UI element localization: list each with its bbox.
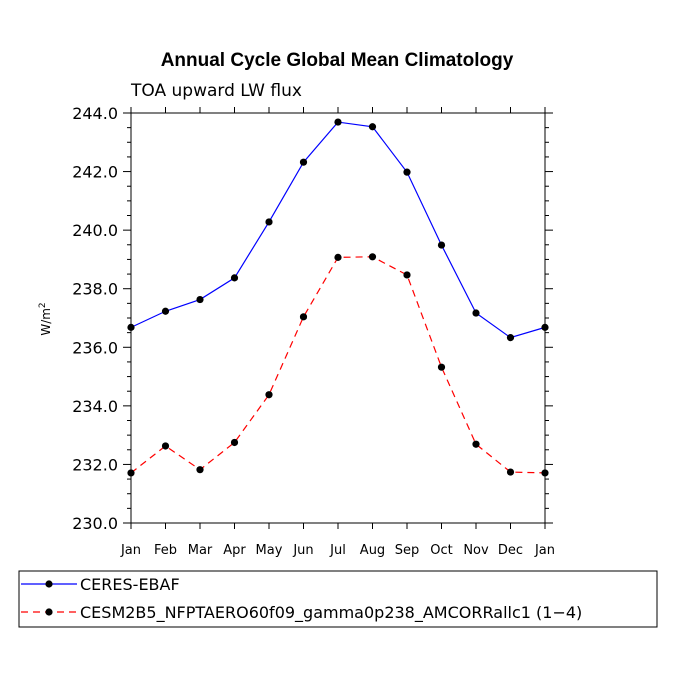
series-line-2 bbox=[130, 256, 546, 474]
series-2-point bbox=[230, 438, 239, 447]
series-1-point bbox=[299, 158, 308, 166]
y-axis-label-superscript: 2 bbox=[38, 302, 48, 308]
series-line-1 bbox=[130, 121, 546, 339]
series-1-point bbox=[541, 323, 549, 331]
series-2-point bbox=[403, 271, 411, 279]
series-2-point bbox=[437, 363, 446, 371]
y-tick-label: 232.0 bbox=[72, 455, 118, 474]
legend-label-2: CESM2B5_NFPTAERO60f09_gamma0p238_AMCORRa… bbox=[80, 603, 582, 623]
x-tick-label: Sep bbox=[395, 543, 420, 558]
series-2-point bbox=[541, 469, 549, 477]
legend-box bbox=[18, 570, 658, 628]
x-tick-label: Apr bbox=[223, 543, 246, 558]
series-2-point bbox=[265, 391, 273, 399]
series-2-point bbox=[161, 442, 170, 450]
series-1-point bbox=[334, 118, 342, 126]
series-1-point bbox=[127, 323, 135, 331]
y-tick-label: 238.0 bbox=[72, 280, 118, 299]
x-tick-label: Jun bbox=[292, 543, 313, 558]
series-layer bbox=[127, 118, 549, 477]
series-2-point bbox=[472, 440, 480, 448]
series-1-point bbox=[472, 309, 480, 317]
series-1-point bbox=[161, 307, 170, 315]
series-2-point bbox=[127, 469, 135, 477]
series-2-point bbox=[196, 466, 204, 474]
x-tick-label: Nov bbox=[463, 543, 489, 558]
x-tick-label: Aug bbox=[360, 543, 385, 558]
y-tick-label: 230.0 bbox=[72, 514, 118, 533]
legend-marker-2 bbox=[45, 608, 53, 616]
series-2-point bbox=[299, 313, 308, 321]
y-axis-label: W/m2 bbox=[38, 302, 53, 335]
series-1-point bbox=[196, 295, 204, 304]
chart-title: Annual Cycle Global Mean Climatology bbox=[161, 50, 514, 71]
legend: CERES-EBAF CESM2B5_NFPTAERO60f09_gamma0p2… bbox=[18, 570, 658, 628]
y-tick-label: 244.0 bbox=[72, 104, 118, 123]
series-2-point bbox=[506, 468, 515, 476]
series-1-point bbox=[230, 274, 239, 282]
y-tick-label: 242.0 bbox=[72, 163, 118, 182]
series-1-point bbox=[506, 334, 515, 342]
x-tick-label: Dec bbox=[498, 543, 523, 558]
x-tick-label: Jul bbox=[329, 543, 346, 558]
x-tick-label: Jan bbox=[120, 543, 141, 558]
x-tick-label: Oct bbox=[430, 543, 452, 558]
series-1-point bbox=[368, 123, 377, 131]
chart-subtitle: TOA upward LW flux bbox=[130, 81, 302, 101]
y-axis-label-base: W/m bbox=[39, 308, 53, 336]
x-tick-label: Feb bbox=[154, 543, 177, 558]
series-2-point bbox=[334, 253, 342, 261]
legend-marker-1 bbox=[45, 580, 53, 588]
x-tick-label: Jan bbox=[534, 543, 555, 558]
series-1-point bbox=[403, 168, 411, 176]
axes: 230.0 232.0 234.0 236.0 238.0 240.0 242.0 244.0… bbox=[72, 104, 555, 558]
y-tick-label: 234.0 bbox=[72, 397, 118, 416]
series-1-point bbox=[265, 218, 273, 226]
series-2-point bbox=[368, 253, 377, 261]
series-1-point bbox=[437, 241, 446, 249]
y-tick-label: 236.0 bbox=[72, 338, 118, 357]
y-tick-label: 240.0 bbox=[72, 221, 118, 240]
x-tick-label: Mar bbox=[188, 543, 213, 558]
x-tick-label: May bbox=[256, 543, 283, 558]
legend-label-1: CERES-EBAF bbox=[80, 575, 180, 594]
